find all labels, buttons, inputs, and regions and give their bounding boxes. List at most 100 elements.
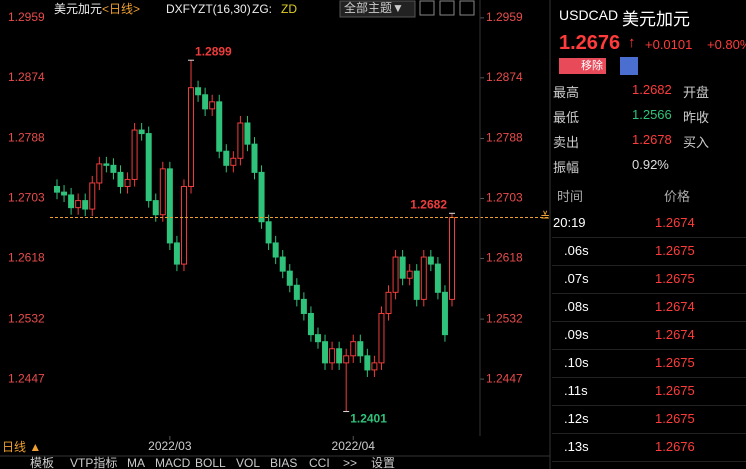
candle-body	[258, 171, 265, 223]
zg: ZG:	[252, 2, 272, 16]
candle-body	[82, 200, 89, 210]
indicator: DXFYZT(16,30)	[166, 2, 251, 16]
tab[interactable]: BIAS	[270, 456, 297, 469]
candle-body	[385, 291, 392, 314]
tick-price: 1.2674	[655, 215, 695, 230]
icon[interactable]	[439, 0, 455, 16]
y-tick-label-right: 1.2532	[486, 311, 523, 325]
bottom-period[interactable]: 日线 ▲	[2, 440, 41, 454]
candle-body	[265, 221, 272, 244]
candle-body	[427, 256, 434, 265]
icon[interactable]	[419, 0, 435, 16]
candle-body	[202, 94, 209, 110]
stat-cell: 最高	[553, 85, 580, 100]
alert-button[interactable]	[620, 57, 638, 75]
remove-button[interactable]: 移除	[559, 58, 606, 74]
row-sep	[552, 349, 746, 350]
candle-body	[180, 185, 187, 265]
candle-body	[195, 87, 202, 96]
tick-time: .07s	[564, 271, 589, 286]
theme[interactable]: 全部主题▼	[344, 0, 404, 15]
candle-body	[223, 150, 230, 166]
period: <日线>	[102, 2, 140, 16]
tab[interactable]: MACD	[155, 456, 191, 469]
tick-time: .12s	[564, 411, 589, 426]
y-tick-label: 1.2618	[8, 251, 45, 265]
candle-body	[131, 129, 138, 180]
candle-body	[357, 341, 364, 357]
tab[interactable]: 设置	[371, 456, 395, 469]
candle-body	[152, 200, 159, 216]
candle-body	[300, 298, 307, 314]
quote-code: USDCAD	[559, 7, 619, 23]
icon[interactable]	[459, 0, 475, 16]
y-tick-label-right: 1.2959	[486, 10, 523, 24]
candle-body	[244, 122, 251, 145]
tab[interactable]: >>	[343, 456, 357, 469]
tab[interactable]: BOLL	[195, 456, 226, 469]
candle-body	[322, 341, 329, 364]
extreme-label: 1.2899	[195, 44, 232, 58]
row-sep	[552, 265, 746, 266]
candle-body	[61, 191, 68, 196]
quote-price: 1.2676	[559, 32, 621, 54]
candle-body	[371, 362, 378, 371]
theme-button[interactable]	[339, 0, 416, 18]
candle-body	[378, 312, 385, 364]
candle-body	[272, 242, 279, 258]
y-tick-label: 1.2703	[8, 191, 45, 205]
candle-body	[110, 164, 117, 173]
candle-body	[251, 143, 258, 173]
tick-price: 1.2675	[655, 411, 695, 426]
y-tick-label-right: 1.2788	[486, 131, 523, 145]
chart: 全部主题▼ 美元加元 <日线> DXFYZT(16,30) ZG: ZD 日线 …	[0, 0, 551, 469]
x-tick-label: 2022/04	[332, 439, 376, 453]
candle-body	[350, 341, 357, 357]
tick-time: .06s	[564, 243, 589, 258]
tab[interactable]: VOL	[236, 456, 260, 469]
candle-body	[54, 185, 60, 193]
candle-body	[329, 348, 336, 364]
tick-price: 1.2675	[655, 271, 695, 286]
extreme-label: 1.2401	[350, 412, 387, 426]
candle-body	[209, 101, 216, 110]
candle-body	[117, 171, 124, 187]
zd: ZD	[281, 2, 297, 16]
stat-cell: 买入	[683, 135, 710, 150]
y-tick-label-right: 1.2703	[486, 191, 523, 205]
quote-change: +0.0101	[645, 37, 693, 52]
candle-body	[145, 133, 152, 202]
candle-body	[230, 157, 237, 166]
tick-time: .09s	[564, 327, 589, 342]
candle-body	[286, 270, 293, 286]
candle-body	[237, 122, 244, 159]
tab[interactable]: CCI	[309, 456, 330, 469]
tick-price: 1.2675	[655, 243, 695, 258]
y-tick-label: 1.2959	[8, 10, 45, 24]
row-sep	[552, 377, 746, 378]
y-tick-label: 1.2874	[8, 70, 45, 84]
candle-body	[173, 242, 180, 265]
quote-arrow: ↑	[628, 34, 636, 51]
extreme-label: 1.2682	[410, 197, 447, 211]
candle-body	[413, 270, 420, 300]
stat-cell: 卖出	[553, 135, 580, 150]
tick-header: 时间	[557, 189, 584, 204]
candle-body	[441, 291, 448, 336]
y-tick-label: 1.2447	[8, 371, 45, 385]
tab[interactable]: VTP指标	[70, 455, 117, 469]
row-sep	[552, 237, 746, 238]
tab[interactable]: MA	[127, 456, 145, 469]
candle-body	[279, 256, 286, 272]
symbol: 美元加元	[54, 2, 102, 16]
tick-price: 1.2674	[655, 299, 695, 314]
y-tick-label-right: 1.2447	[486, 371, 523, 385]
candle-body	[343, 355, 350, 364]
stat-cell: 开盘	[683, 85, 710, 100]
row-sep	[552, 461, 746, 462]
candle-body	[216, 101, 223, 152]
candle-body	[103, 163, 110, 166]
row-sep	[552, 405, 746, 406]
tab[interactable]: 模板	[30, 456, 54, 469]
